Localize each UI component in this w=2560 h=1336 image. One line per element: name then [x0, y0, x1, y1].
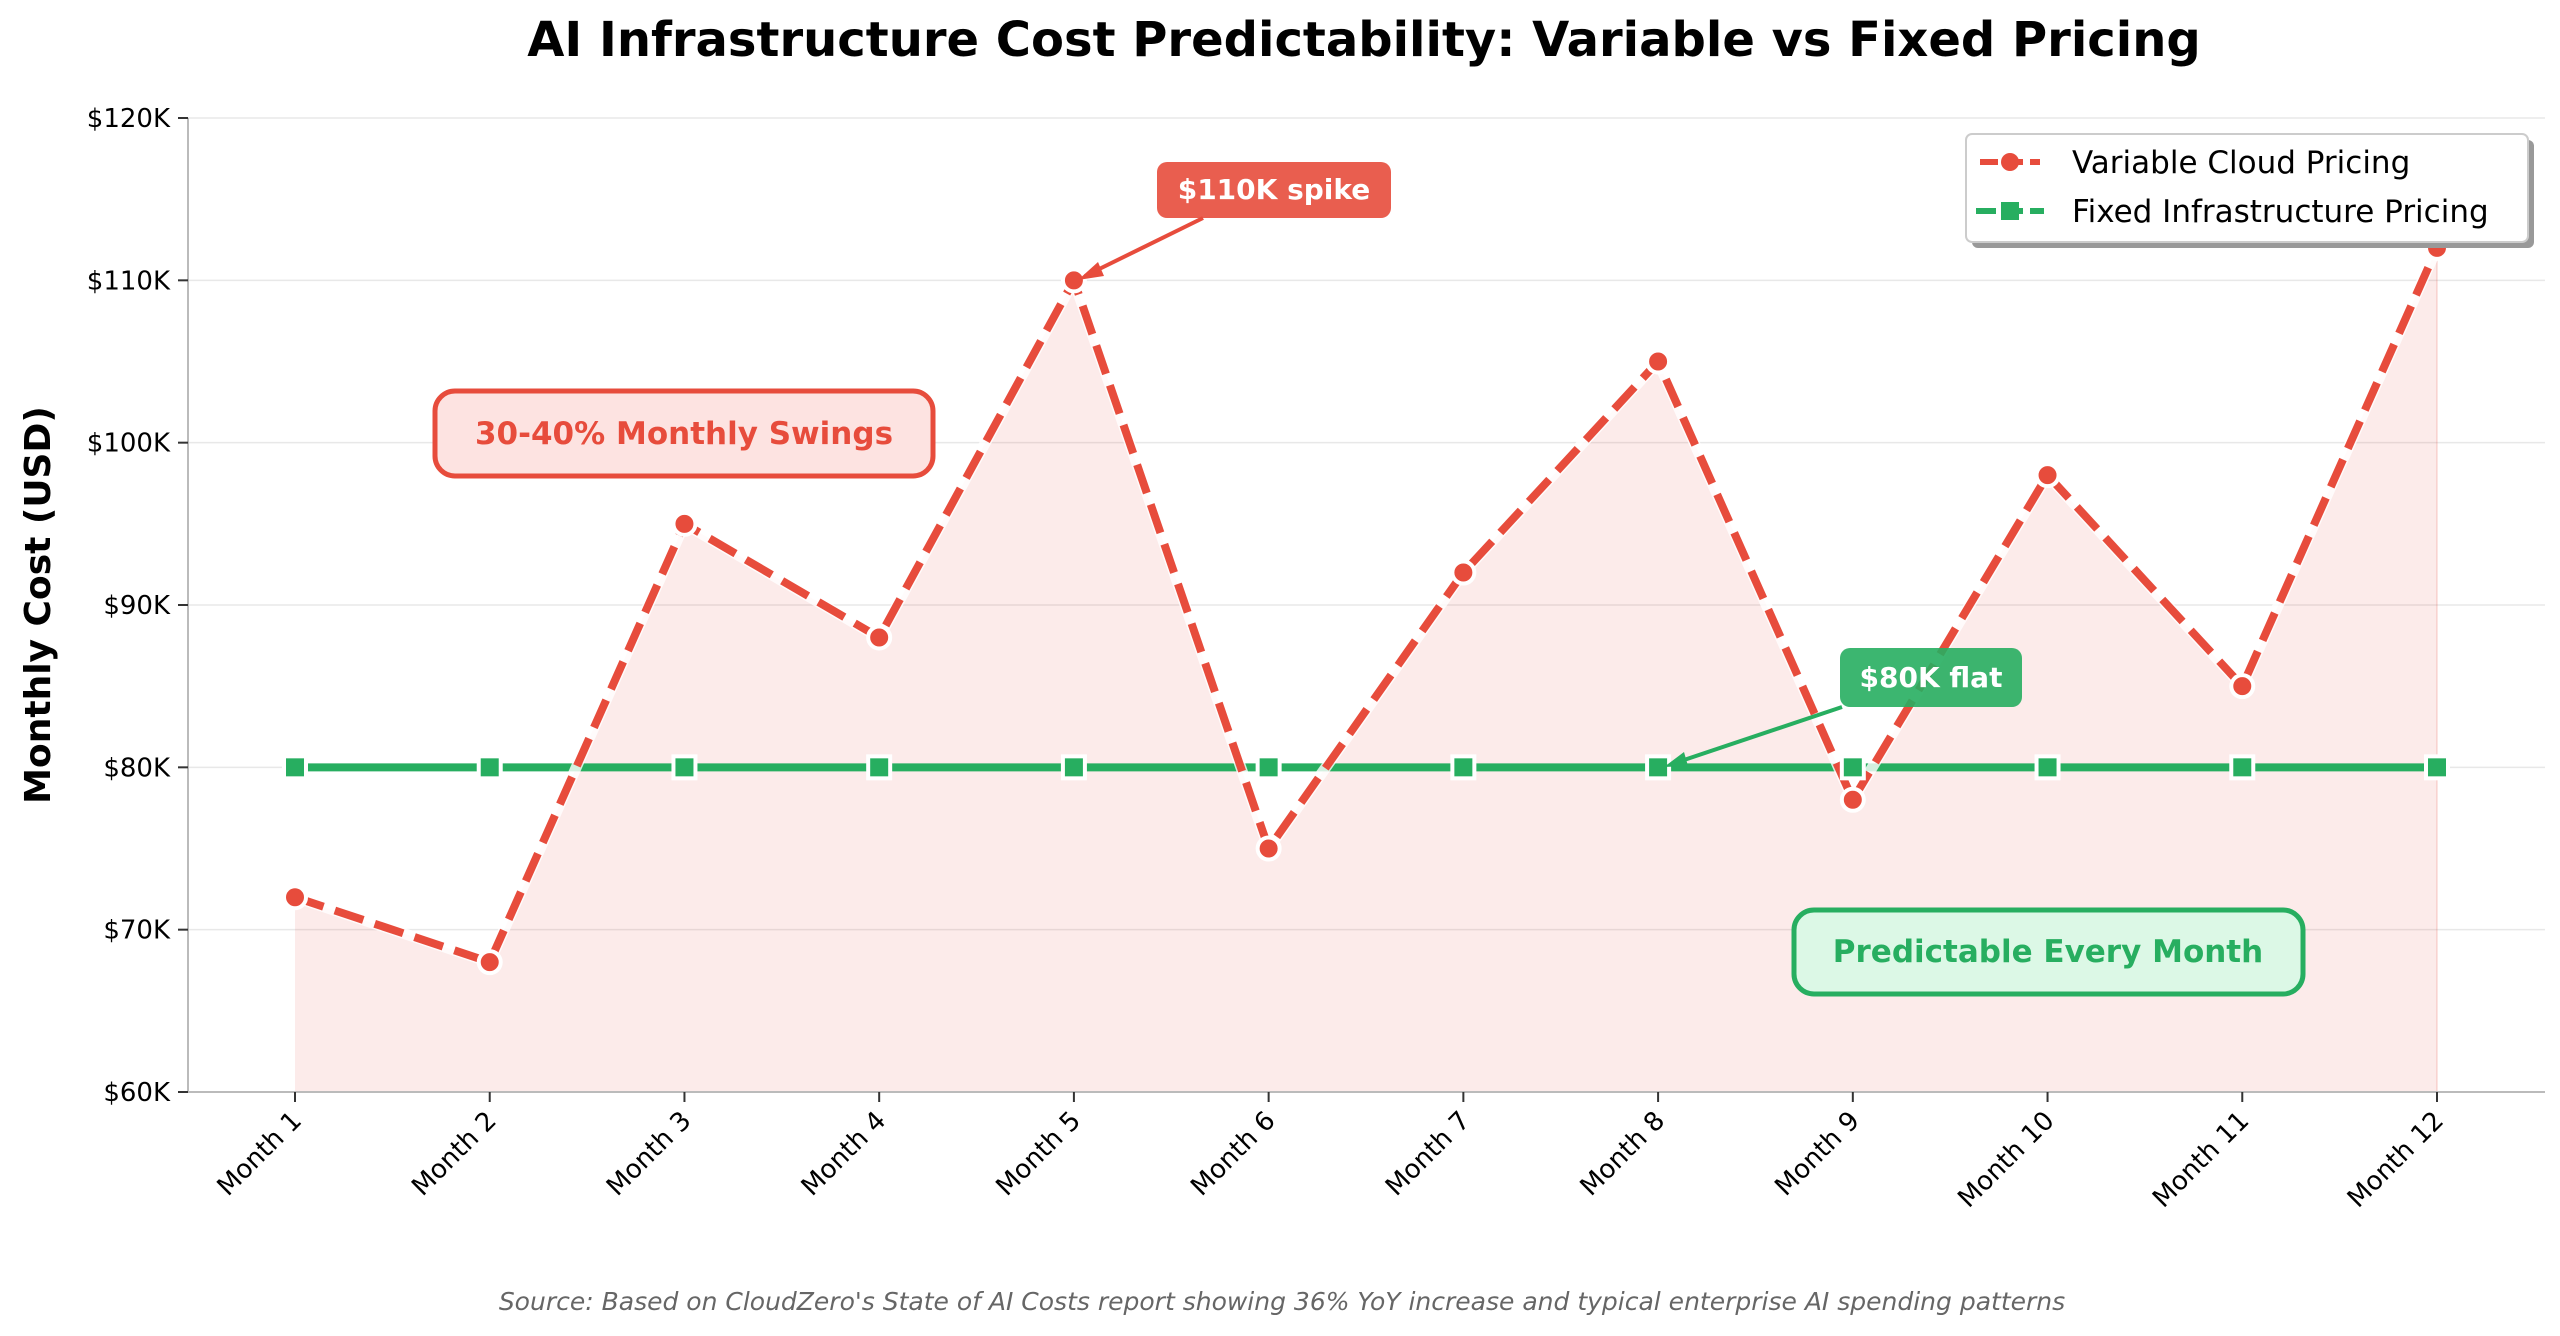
variable-point [1839, 786, 1866, 813]
fixed-point [282, 754, 308, 781]
fixed-point [2424, 754, 2450, 781]
variable-point [282, 884, 308, 911]
y-tick-label: $120K [87, 104, 171, 134]
variable-point [1645, 348, 1672, 375]
x-tick-label: Month 2 [406, 1106, 502, 1202]
fixed-point [1645, 754, 1672, 781]
fixed-point [1839, 754, 1866, 781]
x-tick-label: Month 10 [1952, 1106, 2060, 1214]
fixed-point [2034, 754, 2061, 781]
variable-area [295, 247, 2438, 1092]
fixed-point [671, 754, 698, 781]
x-tick-label: Month 11 [2147, 1106, 2255, 1214]
y-tick-label: $70K [103, 916, 171, 946]
fixed-point [476, 754, 503, 781]
legend-marker-square [2001, 202, 2019, 220]
x-tick-label: Month 4 [796, 1106, 892, 1202]
x-ticks: Month 1 Month 2 Month 3 Month 4 Month 5 Month… [212, 1092, 2450, 1214]
y-tick-label: $60K [103, 1078, 171, 1108]
variable-point [866, 624, 893, 651]
annotation-spike: $110K spike [1078, 162, 1391, 280]
variable-point [1060, 267, 1087, 294]
y-ticks: $60K $70K $80K $90K $100K $110K $120K [87, 104, 188, 1108]
y-tick-label: $110K [87, 266, 171, 296]
fixed-point [1450, 754, 1477, 781]
y-tick-label: $90K [103, 591, 171, 621]
annotation-predictable: Predictable Every Month [1791, 907, 2306, 997]
x-tick-label: Month 8 [1575, 1106, 1671, 1202]
annotation-predictable-label: Predictable Every Month [1833, 934, 2263, 970]
annotation-swings-label: 30-40% Monthly Swings [475, 416, 893, 452]
y-tick-label: $80K [103, 753, 171, 783]
variable-point [476, 949, 503, 976]
fixed-point [2229, 754, 2256, 781]
y-tick-label: $100K [87, 429, 171, 459]
chart-title: AI Infrastructure Cost Predictability: V… [527, 12, 2201, 68]
x-tick-label: Month 7 [1380, 1106, 1476, 1202]
x-tick-label: Month 5 [990, 1106, 1086, 1202]
fixed-point [866, 754, 893, 781]
annotation-swings: 30-40% Monthly Swings [432, 388, 936, 479]
fixed-point [1060, 754, 1087, 781]
legend-label-variable: Variable Cloud Pricing [2072, 145, 2410, 181]
legend-item-variable: Variable Cloud Pricing [1980, 145, 2410, 181]
annotation-flat: $80K flat [1664, 648, 2022, 767]
fixed-point [1255, 754, 1282, 781]
x-tick-label: Month 6 [1185, 1106, 1281, 1202]
x-tick-label: Month 12 [2342, 1106, 2450, 1214]
variable-fill [295, 247, 2437, 1092]
variable-series-line [293, 246, 2441, 968]
variable-point [2229, 673, 2256, 700]
annotation-flat-label: $80K flat [1860, 661, 2003, 694]
variable-point [2034, 462, 2061, 489]
source-note: Source: Based on CloudZero's State of AI… [499, 1287, 2065, 1316]
x-tick-label: Month 1 [212, 1106, 308, 1202]
legend-item-fixed: Fixed Infrastructure Pricing [1976, 194, 2489, 230]
x-tick-label: Month 9 [1769, 1106, 1865, 1202]
variable-point [671, 510, 698, 537]
x-tick-label: Month 3 [601, 1106, 697, 1202]
variable-point [1255, 835, 1282, 862]
legend-label-fixed: Fixed Infrastructure Pricing [2072, 194, 2489, 230]
series [282, 234, 2450, 976]
legend-marker-circle [2001, 153, 2019, 171]
y-axis-label: Monthly Cost (USD) [18, 406, 59, 804]
annotation-spike-label: $110K spike [1178, 173, 1371, 206]
variable-point [1450, 559, 1477, 586]
legend: Variable Cloud Pricing Fixed Infrastruct… [1965, 133, 2534, 248]
